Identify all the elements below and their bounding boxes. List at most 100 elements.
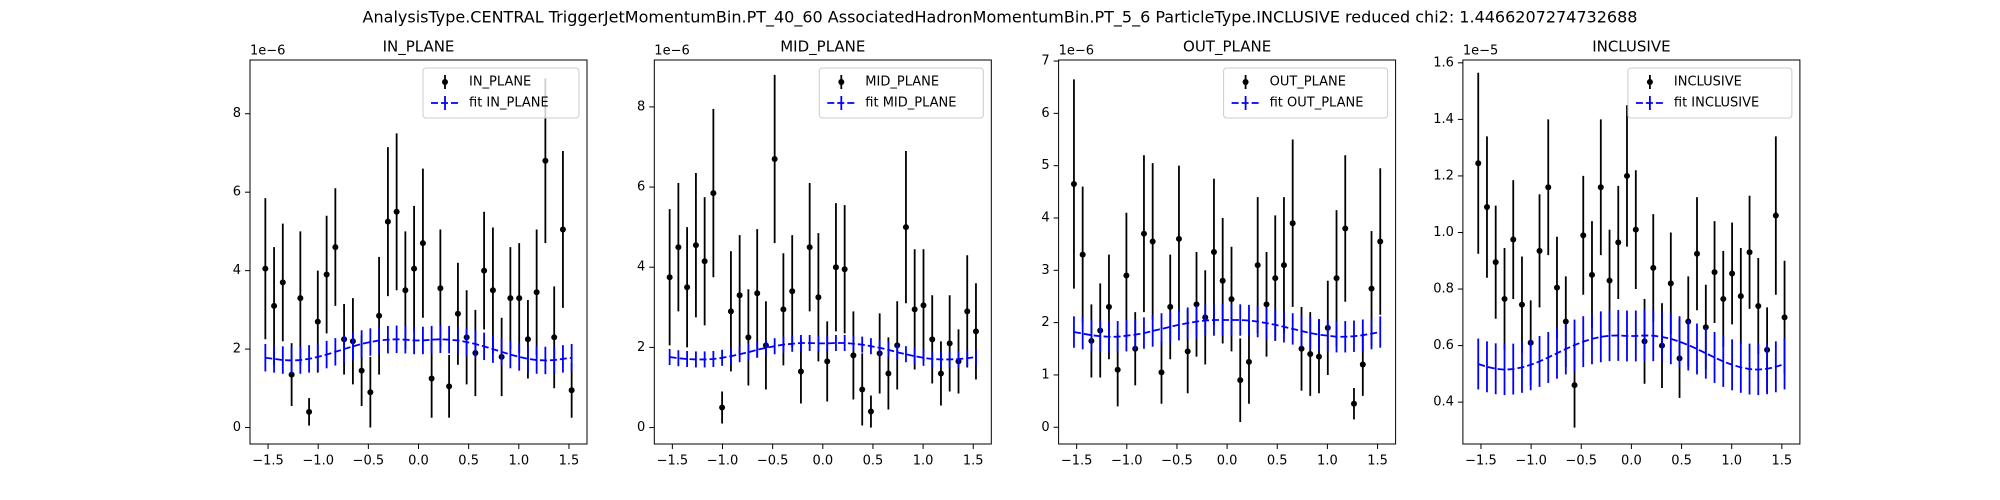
data-point — [1746, 249, 1753, 256]
data-point — [1562, 318, 1569, 325]
legend-label: IN_PLANE — [469, 75, 531, 90]
data-point — [885, 370, 892, 377]
x-tick-label: 0.0 — [812, 454, 833, 469]
data-point — [666, 274, 673, 281]
data-point — [684, 284, 691, 291]
data-point — [859, 386, 866, 393]
x-tick-label: −1.0 — [302, 454, 334, 469]
data-point — [719, 404, 726, 411]
y-tick-label: 5 — [1041, 158, 1049, 173]
x-tick-label: 0.0 — [1621, 454, 1642, 469]
x-tick-label: −1.5 — [1465, 454, 1497, 469]
data-point — [376, 312, 383, 319]
data-point — [1571, 382, 1578, 389]
data-point — [279, 279, 286, 286]
data-point — [1781, 314, 1788, 321]
data-point — [1545, 184, 1552, 191]
y-tick-label: 1 — [1041, 367, 1049, 382]
data-point — [1105, 303, 1112, 310]
data-point — [358, 367, 365, 374]
data-point — [1501, 295, 1508, 302]
data-point — [1475, 160, 1482, 167]
x-tick-label: −0.5 — [1161, 454, 1193, 469]
data-point — [1729, 270, 1736, 277]
data-point — [1536, 247, 1543, 254]
data-point — [797, 368, 804, 375]
data-point — [1079, 251, 1086, 258]
x-tick-label: 1.0 — [913, 454, 934, 469]
data-point — [1254, 262, 1261, 269]
data-point — [1263, 301, 1270, 308]
x-tick-label: −1.0 — [1515, 454, 1547, 469]
data-point — [745, 334, 752, 341]
data-point — [1167, 303, 1174, 310]
y-tick-label: 6 — [233, 185, 241, 200]
data-point — [1720, 295, 1727, 302]
data-point — [1350, 400, 1357, 407]
x-tick-label: 0.5 — [1671, 454, 1692, 469]
x-tick-label: −1.0 — [1111, 454, 1143, 469]
legend-label: fit OUT_PLANE — [1270, 96, 1364, 111]
x-tick-label: −0.5 — [757, 454, 789, 469]
data-point — [1755, 303, 1762, 310]
data-point — [1333, 275, 1340, 282]
x-tick-label: 0.5 — [1267, 454, 1288, 469]
offset-text: 1e−6 — [250, 44, 285, 59]
data-point — [323, 271, 330, 278]
data-point — [1615, 239, 1622, 246]
data-point — [1510, 236, 1517, 243]
data-point — [754, 290, 761, 297]
data-point — [815, 294, 822, 301]
data-point — [411, 265, 418, 272]
y-tick-label: 1.2 — [1433, 168, 1454, 183]
data-point — [297, 295, 304, 302]
data-point — [559, 226, 566, 233]
data-point — [481, 267, 488, 274]
y-tick-label: 4 — [233, 263, 241, 278]
data-point — [516, 295, 523, 302]
x-tick-label: 0.0 — [408, 454, 429, 469]
data-point — [507, 295, 514, 302]
y-tick-label: 0 — [233, 420, 241, 435]
y-tick-label: 8 — [637, 99, 645, 114]
subplot: IN_PLANE 1e−6 −1.5 −1.0 −0.5 0.0 0.5 1.0 1.5 0 2 4 6… — [233, 38, 588, 469]
data-point — [1140, 230, 1147, 237]
data-point — [1289, 220, 1296, 227]
data-point — [1737, 293, 1744, 300]
data-point — [972, 328, 979, 335]
data-point — [771, 156, 778, 163]
data-point — [332, 244, 339, 251]
data-point — [1711, 269, 1718, 276]
data-point — [542, 157, 549, 164]
subplot-title: IN_PLANE — [383, 38, 455, 57]
x-tick-label: 1.5 — [1367, 454, 1388, 469]
data-point — [1342, 225, 1349, 232]
figure-title: AnalysisType.CENTRAL TriggerJetMomentumB… — [363, 8, 1638, 28]
offset-text: 1e−5 — [1463, 44, 1498, 59]
data-point — [1158, 369, 1165, 376]
data-point — [1483, 204, 1490, 211]
data-point — [1184, 348, 1191, 355]
data-point — [675, 244, 682, 251]
data-point — [832, 264, 839, 271]
data-point — [1492, 259, 1499, 266]
x-tick-label: 0.5 — [458, 454, 479, 469]
y-tick-label: 0.6 — [1433, 338, 1454, 353]
x-tick-label: 1.0 — [1317, 454, 1338, 469]
y-tick-label: 6 — [1041, 106, 1049, 121]
data-point — [437, 285, 444, 292]
subplot-title: INCLUSIVE — [1592, 38, 1670, 56]
data-point — [551, 334, 558, 341]
data-point — [1623, 172, 1630, 179]
subplot: MID_PLANE 1e−6 −1.5 −1.0 −0.5 0.0 0.5 1.0 1.5 0 2 4… — [637, 38, 992, 469]
data-point — [314, 318, 321, 325]
data-point — [920, 302, 927, 309]
data-point — [1588, 271, 1595, 278]
data-point — [806, 244, 813, 251]
data-point — [780, 306, 787, 313]
y-tick-label: 6 — [637, 180, 645, 195]
legend-box — [422, 67, 580, 119]
legend-box — [818, 67, 984, 119]
data-point — [1272, 275, 1279, 282]
